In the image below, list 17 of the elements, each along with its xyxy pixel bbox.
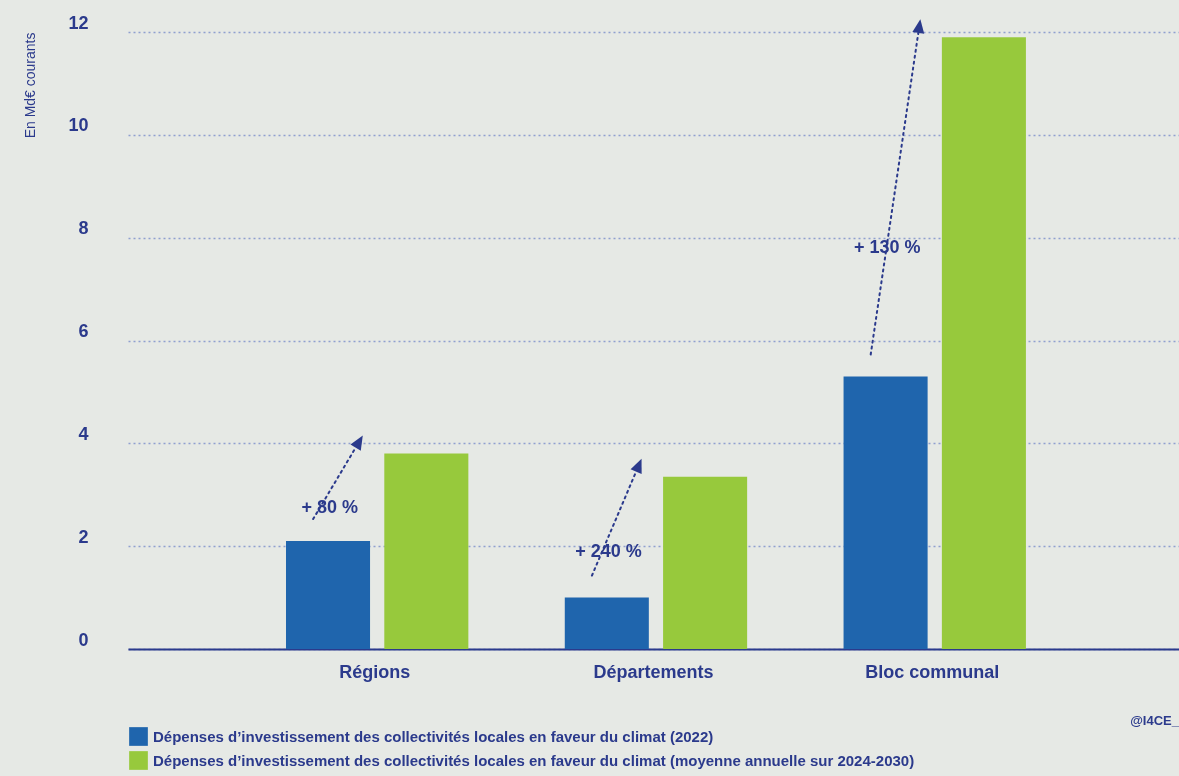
x-tick-label: Régions	[339, 661, 411, 682]
y-axis-title: En Md€ courants	[22, 32, 39, 139]
y-tick-label: 8	[78, 218, 89, 239]
y-tick-label: 0	[78, 629, 89, 650]
legend-label: Dépenses d’investissement des collectivités locales en faveur du climat (moyenne annuelle sur 2024-2030)	[153, 751, 915, 769]
annotation: + 130 %	[854, 236, 921, 257]
legend-label: Dépenses d’investissement des collectivités locales en faveur du climat (2022)	[153, 727, 714, 745]
x-tick-label: Bloc communal	[865, 661, 1000, 682]
y-tick-label: 4	[78, 423, 89, 444]
y-tick-label: 12	[68, 12, 89, 33]
annotation: + 80 %	[301, 496, 358, 517]
y-tick-label: 6	[78, 321, 89, 341]
y-tick-label: 10	[68, 115, 89, 136]
x-tick-label: Départements	[593, 661, 714, 682]
y-tick-label: 2	[78, 526, 89, 547]
annotation: + 240 %	[575, 540, 642, 561]
text: @I4CE_	[1130, 713, 1179, 728]
